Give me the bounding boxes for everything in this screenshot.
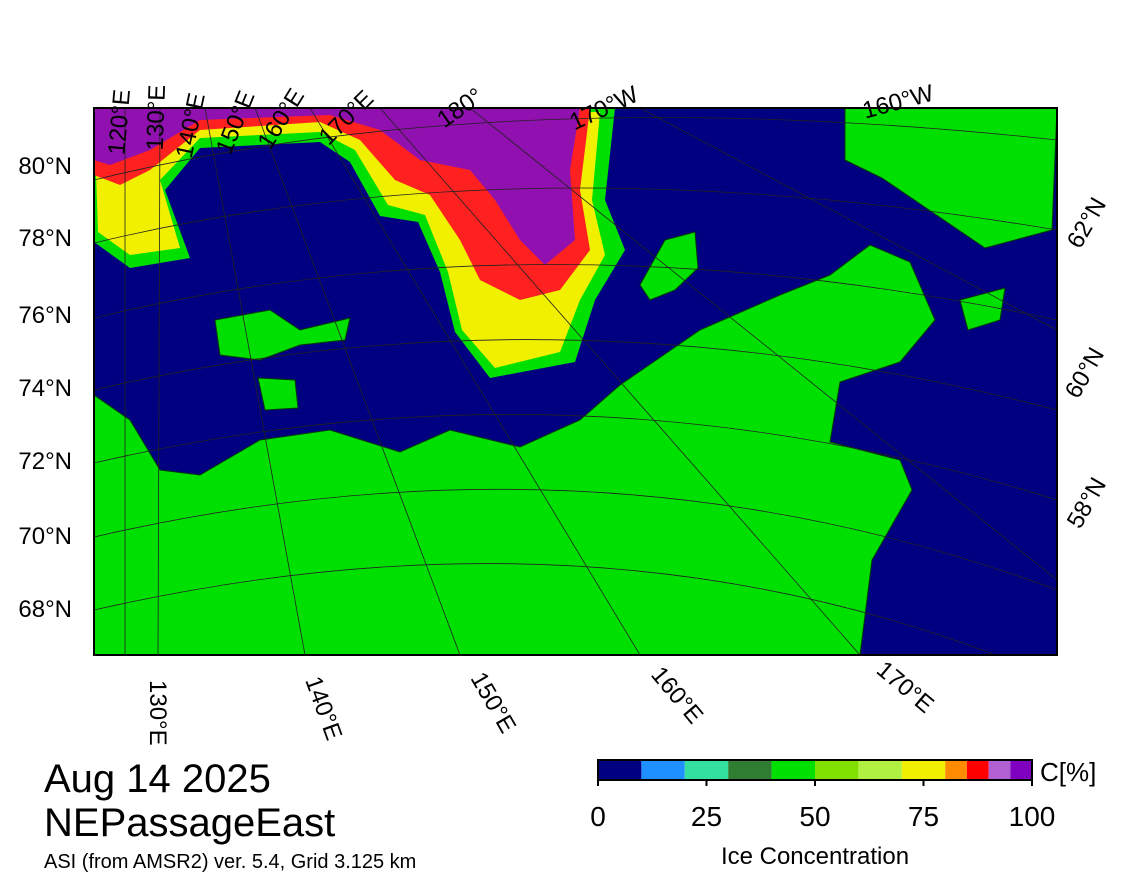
lat-label: 76°N [18, 302, 72, 329]
colorbar-label: Ice Concentration [721, 843, 909, 870]
colorbar-segment [945, 760, 967, 780]
colorbar-tick-label: 50 [799, 801, 830, 832]
lon-label: 160°E [645, 662, 708, 730]
lon-label: 140°E [299, 673, 347, 744]
lon-label: 130°E [142, 84, 171, 151]
region-title: NEPassageEast [44, 801, 335, 845]
lon-label: 130°E [144, 680, 171, 746]
land-wrangel-island [639, 231, 699, 301]
colorbar-segment [966, 760, 989, 780]
colorbar-segment [858, 760, 902, 780]
colorbar-segment [771, 760, 815, 780]
lon-label: 170°E [871, 656, 939, 719]
lat-label: 68°N [18, 596, 72, 623]
ice-full [94, 108, 580, 265]
lat-label: 78°N [18, 225, 72, 252]
land-siberia [94, 244, 936, 655]
date-title: Aug 14 2025 [44, 757, 271, 801]
colorbar-segment [815, 760, 859, 780]
colorbar-segment [641, 760, 685, 780]
colorbar-segment [901, 760, 946, 780]
lat-label: 70°N [18, 523, 72, 550]
colorbar-tick-label: 25 [691, 801, 722, 832]
graticule [94, 108, 1057, 655]
land-island [257, 377, 299, 411]
colorbar-tick-label: 100 [1009, 801, 1056, 832]
lat-label: 58°N [1062, 473, 1112, 533]
colorbar-segment [728, 760, 772, 780]
lon-label: 120°E [103, 88, 136, 156]
colorbar-tick-label: 0 [590, 801, 606, 832]
lat-label: 74°N [18, 375, 72, 402]
lat-label: 72°N [18, 448, 72, 475]
lat-label: 80°N [18, 153, 72, 180]
map [94, 108, 1057, 655]
lat-label: 62°N [1062, 193, 1112, 253]
source-note: ASI (from AMSR2) ver. 5.4, Grid 3.125 km [44, 851, 416, 873]
colorbar-segment [598, 760, 642, 780]
land-island [959, 287, 1006, 331]
colorbar-unit: C[%] [1040, 757, 1096, 787]
colorbar: 0 25 50 75 100 [590, 759, 1056, 832]
colorbar-segment [1010, 760, 1032, 780]
colorbar-segment [988, 760, 1011, 780]
lat-label: 60°N [1060, 343, 1110, 403]
map-frame [93, 107, 1058, 656]
colorbar-tick-label: 75 [908, 801, 939, 832]
colorbar-segment [684, 760, 729, 780]
lon-label: 150°E [465, 668, 521, 738]
